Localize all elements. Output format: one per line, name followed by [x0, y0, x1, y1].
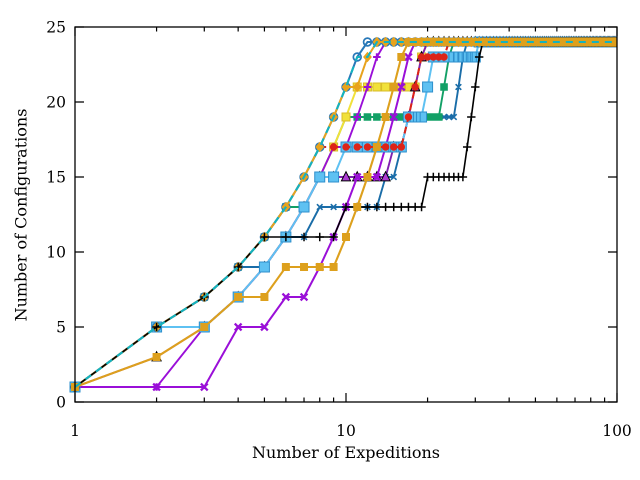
series-teal-dashed	[74, 40, 617, 388]
x-tick-label-100: 100	[602, 422, 632, 440]
y-tick-label-5: 5	[56, 319, 66, 337]
x-tick-label-10: 10	[336, 422, 356, 440]
plot-area	[69, 35, 617, 393]
y-tick-label-0: 0	[56, 394, 66, 412]
x-tick-label-1: 1	[70, 422, 80, 440]
y-tick-label-25: 25	[46, 19, 66, 37]
series-line-teal-dashed	[74, 40, 617, 388]
y-tick-label-15: 15	[46, 169, 66, 187]
x-axis-label: Number of Expeditions	[251, 443, 441, 462]
y-tick-label-10: 10	[46, 244, 66, 262]
y-tick-label-20: 20	[46, 94, 66, 112]
y-axis-label: Number of Configurations	[11, 108, 31, 322]
plot-frame	[74, 26, 618, 403]
